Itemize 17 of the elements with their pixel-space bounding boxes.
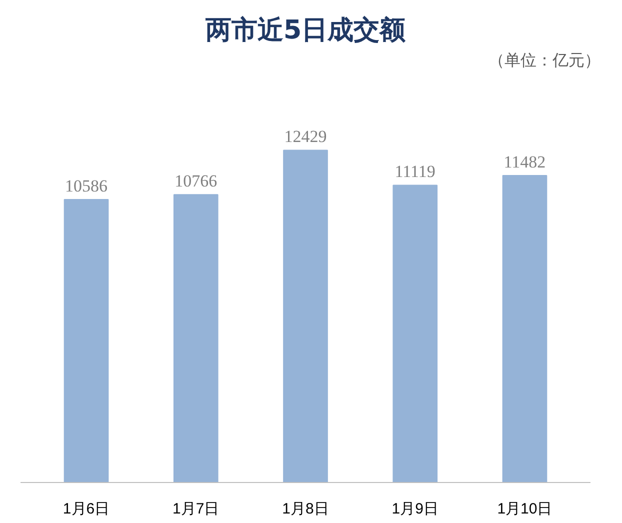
data-label: 11119 bbox=[394, 162, 436, 182]
chart-title: 两市近5日成交额 bbox=[204, 16, 407, 46]
bar bbox=[64, 198, 109, 482]
bar bbox=[173, 194, 218, 482]
data-label: 10586 bbox=[65, 176, 108, 196]
x-tick-label: 1月8日 bbox=[282, 500, 329, 518]
data-label: 11482 bbox=[504, 152, 546, 172]
bar bbox=[392, 184, 438, 482]
bar bbox=[283, 150, 328, 482]
bar bbox=[502, 175, 548, 482]
data-label: 12429 bbox=[284, 127, 327, 146]
x-tick-label: 1月6日 bbox=[62, 500, 110, 518]
x-tick-label: 1月9日 bbox=[392, 500, 438, 518]
chart-subtitle: （单位：亿元） bbox=[488, 50, 600, 70]
x-tick-label: 1月7日 bbox=[172, 500, 220, 518]
x-tick-label: 1月10日 bbox=[497, 500, 552, 518]
data-label: 10766 bbox=[174, 172, 218, 191]
